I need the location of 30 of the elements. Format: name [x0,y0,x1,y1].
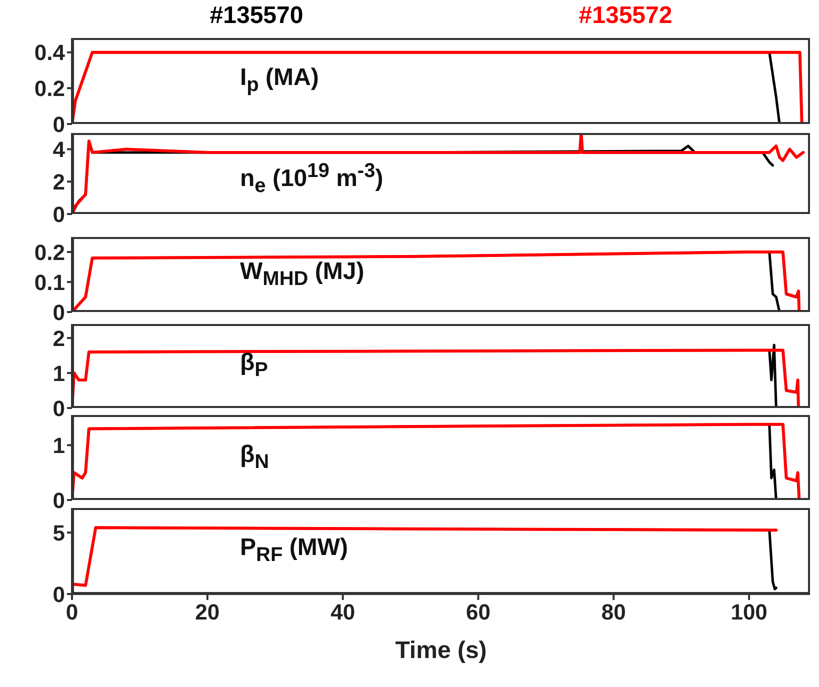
y-tick-label: 0.4 [34,40,66,66]
x-axis-title: Time (s) [395,637,487,664]
y-axis-title: P$_{RF}$ (MW) [240,533,348,568]
y-tick-label: 1 [52,360,65,386]
y-tick-label: 2 [52,326,65,351]
x-tick-label: 80 [601,600,626,625]
x-tick-label: 60 [466,600,490,625]
x-tick-label: 20 [195,600,220,625]
y-tick-label: 0.2 [34,76,65,101]
y-axis-title: β$_{N}$ [240,440,270,474]
y-tick-label: 0.1 [34,270,65,295]
y-tick-label: 0 [52,300,65,325]
y-axis-title: β$_{P}$ [240,348,268,383]
y-tick-label: 0.2 [34,240,65,265]
y-tick-label: 0 [52,112,65,137]
y-tick-label: 1 [52,432,65,458]
y-tick-label: 2 [52,169,65,194]
series-label: #135570 [210,2,304,30]
y-axis-title: n$_{e}$ (10$^{19}$ m$^{-3}$) [240,158,384,198]
y-tick-label: 4 [52,137,66,162]
x-tick-label: 40 [330,600,356,625]
series-label: #135572 [578,2,672,30]
x-tick-label: 100 [730,600,768,625]
y-tick-label: 0 [52,396,65,421]
y-tick-label: 0 [52,202,65,227]
y-tick-label: 5 [52,520,65,546]
y-tick-label: 0 [52,582,65,607]
y-axis-title: I$_{p}$ (MA) [240,63,319,98]
y-axis-title: W$_{MHD}$ (MJ) [240,256,364,292]
y-tick-label: 0 [52,488,65,513]
